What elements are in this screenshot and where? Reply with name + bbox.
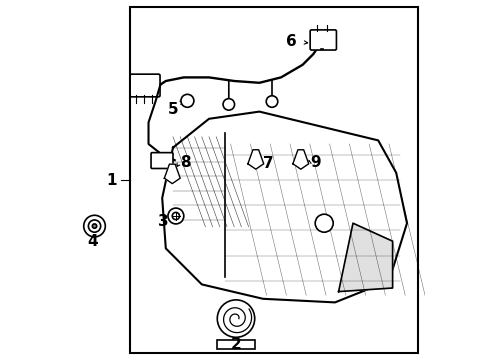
Text: 6: 6 bbox=[286, 34, 296, 49]
Text: 8: 8 bbox=[180, 155, 191, 170]
Text: 1: 1 bbox=[106, 172, 117, 188]
Circle shape bbox=[84, 215, 105, 237]
Bar bbox=[130, 7, 418, 353]
Polygon shape bbox=[293, 150, 309, 169]
Text: 4: 4 bbox=[87, 234, 98, 249]
Polygon shape bbox=[248, 150, 264, 169]
Circle shape bbox=[223, 99, 235, 110]
FancyBboxPatch shape bbox=[130, 74, 160, 97]
FancyBboxPatch shape bbox=[151, 153, 173, 168]
Text: 3: 3 bbox=[158, 214, 168, 229]
Circle shape bbox=[315, 214, 333, 232]
Text: 9: 9 bbox=[310, 155, 320, 170]
Text: 7: 7 bbox=[263, 156, 274, 171]
Circle shape bbox=[88, 220, 100, 232]
Polygon shape bbox=[164, 164, 180, 184]
Polygon shape bbox=[162, 112, 407, 302]
Circle shape bbox=[181, 94, 194, 107]
Circle shape bbox=[92, 224, 97, 228]
Bar bbox=[217, 340, 255, 349]
Circle shape bbox=[172, 212, 179, 220]
Circle shape bbox=[217, 300, 255, 337]
Polygon shape bbox=[339, 223, 392, 292]
Circle shape bbox=[168, 208, 184, 224]
Circle shape bbox=[266, 96, 278, 107]
FancyBboxPatch shape bbox=[310, 30, 337, 50]
Text: 2: 2 bbox=[231, 337, 242, 352]
Text: 5: 5 bbox=[168, 102, 178, 117]
